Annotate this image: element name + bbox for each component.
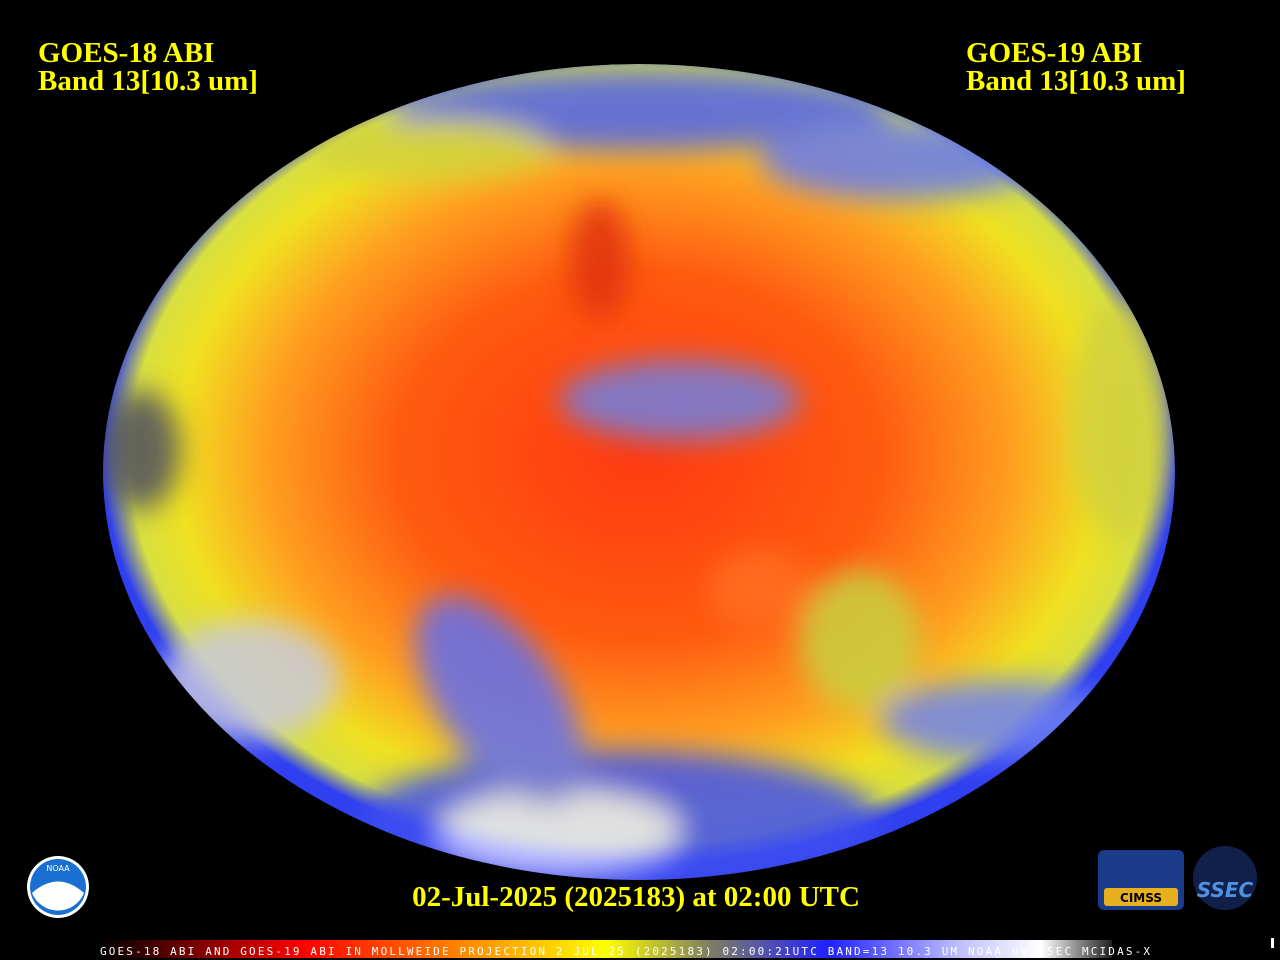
- noaa-text: NOAA: [46, 864, 70, 873]
- left-title: GOES-18 ABI: [38, 37, 214, 69]
- date-label: 02-Jul-2025 (2025183) at 02:00 UTC: [412, 881, 860, 913]
- noaa-logo: NOAA: [27, 856, 89, 918]
- cimss-text: CIMSS: [1120, 891, 1162, 905]
- cimss-logo: CIMSS: [1098, 850, 1184, 910]
- color-bar: [100, 940, 1112, 958]
- ssec-text: SSEC: [1197, 878, 1254, 902]
- right-title: GOES-19 ABI: [966, 37, 1142, 69]
- left-subtitle: Band 13[10.3 um]: [38, 65, 258, 97]
- marker: [1271, 938, 1274, 948]
- ssec-logo: SSEC: [1193, 846, 1257, 910]
- globe: [103, 64, 1175, 880]
- right-subtitle: Band 13[10.3 um]: [966, 65, 1186, 97]
